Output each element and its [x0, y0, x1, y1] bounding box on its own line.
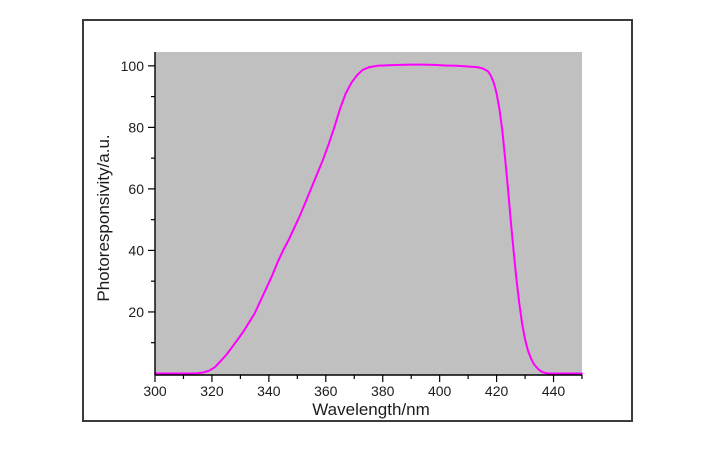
plot-layer	[154, 52, 583, 375]
x-tick-label: 340	[257, 383, 281, 399]
chart-svg: 300 320 340 360 380 400 420 440 20 40 60 80 100 Wave…	[94, 52, 583, 419]
x-tick-label: 400	[428, 383, 452, 399]
x-axis-title: Wavelength/nm	[312, 400, 429, 419]
series-line-photoresponsivity	[154, 63, 583, 375]
chart-frame: 300 320 340 360 380 400 420 440 20 40 60 80 100 Wave…	[82, 19, 633, 422]
axes-layer: 300 320 340 360 380 400 420 440 20 40 60 80 100	[121, 52, 583, 399]
x-axis-ticks: 300 320 340 360 380 400 420 440	[143, 375, 583, 399]
x-tick-label: 420	[485, 383, 509, 399]
y-axis-title: Photoresponsivity/a.u.	[94, 134, 113, 301]
x-tick-label: 440	[542, 383, 566, 399]
x-tick-label: 320	[200, 383, 224, 399]
x-tick-label: 360	[314, 383, 338, 399]
y-tick-label: 40	[128, 242, 144, 258]
y-tick-label: 20	[128, 304, 144, 320]
y-tick-label: 80	[128, 119, 144, 135]
x-tick-label: 300	[143, 383, 167, 399]
y-tick-label: 60	[128, 181, 144, 197]
y-axis-ticks: 20 40 60 80 100	[121, 58, 155, 344]
x-tick-label: 380	[371, 383, 395, 399]
plot-area	[155, 52, 582, 375]
y-tick-label: 100	[121, 58, 145, 74]
